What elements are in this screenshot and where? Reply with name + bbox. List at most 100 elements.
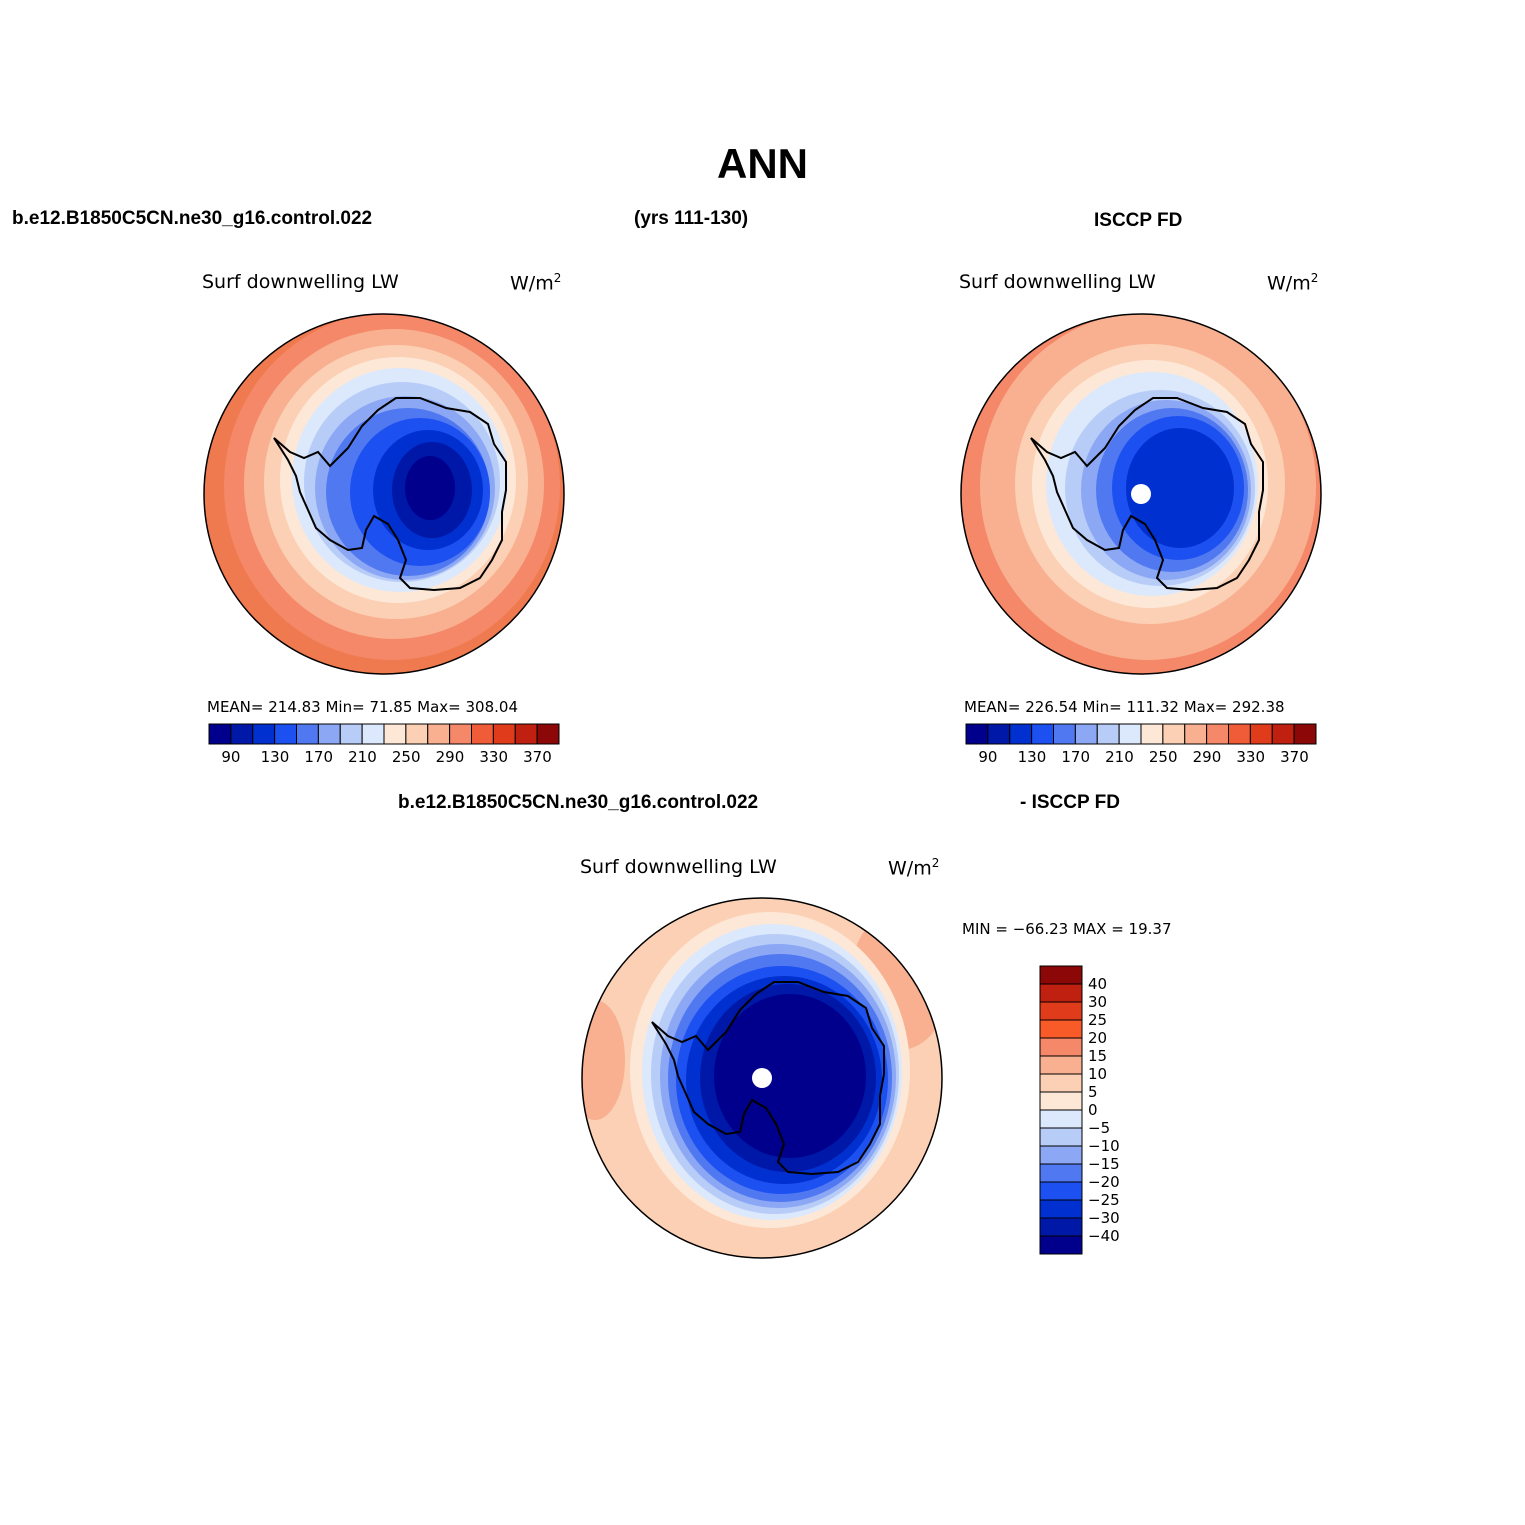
model-colorbar-tick-label: 250 [391,748,421,766]
obs-colorbar-tick-label: 370 [1280,748,1309,766]
model-colorbar-swatch [449,723,472,745]
diff-colorbar-swatch [1039,1037,1083,1057]
model-colorbar-swatch [383,723,407,745]
diff-colorbar-swatch [1039,1127,1083,1147]
model-colorbar-swatch [405,723,429,745]
diff-colorbar-swatch [1039,1055,1083,1075]
diff-colorbar-swatch [1039,1235,1083,1255]
model-colorbar-swatch [536,723,560,745]
diff-colorbar-swatch [1039,1109,1083,1129]
obs-colorbar-swatch [1096,723,1120,745]
diff-colorbar-tick-label: 5 [1088,1083,1098,1101]
diff-panel-units: W/m2 [888,856,940,880]
model-colorbar-swatch [471,723,494,745]
diff-colorbar [1039,965,1083,1255]
diff-colorbar-tick-label: 25 [1088,1011,1108,1029]
diff-colorbar-tick-label: −5 [1088,1119,1111,1137]
diff-colorbar-tick-label: −10 [1088,1137,1120,1155]
figure-title: ANN [717,140,808,187]
diff-colorbar-swatch [1039,1145,1083,1165]
obs-colorbar-swatch [1009,723,1033,745]
years-header: (yrs 111-130) [634,208,749,229]
model-colorbar-swatch [252,723,276,745]
obs-colorbar-labels: 90 130 170 210 250 290 330 370 [966,748,1316,768]
obs-colorbar-swatch [965,723,989,745]
obs-pole-hole [1131,484,1151,504]
diff-colorbar-tick-label: −20 [1088,1173,1120,1191]
diff-colorbar-swatch [1039,1091,1083,1111]
obs-colorbar [965,723,1317,745]
obs-colorbar-tick-label: 250 [1148,748,1178,766]
diff-antarctica-coast [651,981,885,1176]
diff-colorbar-tick-label: 15 [1088,1047,1108,1065]
obs-case-header: ISCCP FD [1094,210,1183,231]
diff-colorbar-tick-label: 20 [1088,1029,1108,1047]
obs-colorbar-swatch [1118,723,1142,745]
obs-colorbar-swatch [1031,723,1054,745]
diff-colorbar-tick-label: −15 [1088,1155,1120,1173]
model-colorbar-swatch [492,723,516,745]
diff-colorbar-tick-label: 0 [1088,1101,1098,1119]
model-panel-title: Surf downwelling LW [202,271,399,293]
model-colorbar-swatch [230,723,254,745]
model-colorbar-swatch [208,723,232,745]
diff-colorbar-swatch [1039,1001,1083,1021]
diff-colorbar-swatch [1039,965,1083,985]
obs-colorbar-swatch [1184,723,1208,745]
model-case-header: b.e12.B1850C5CN.ne30_g16.control.022 [12,208,373,229]
obs-colorbar-swatch [1053,723,1076,745]
model-colorbar-swatch [427,723,451,745]
diff-colorbar-tick-label: 10 [1088,1065,1108,1083]
obs-polar-map [961,314,1321,674]
obs-colorbar-tick-label: 90 [978,748,998,766]
model-colorbar-swatch [317,723,341,745]
diff-colorbar-tick-label: 30 [1088,993,1108,1011]
model-stats: MEAN= 214.83 Min= 71.85 Max= 308.04 [207,698,518,716]
model-colorbar-tick-label: 290 [435,748,465,766]
model-polar-map [204,314,564,674]
model-colorbar-swatch [514,723,538,745]
diff-colorbar-tick-label: −40 [1088,1227,1120,1245]
diff-map-border [581,897,943,1259]
obs-colorbar-tick-label: 210 [1105,748,1134,766]
diff-colorbar-swatch [1039,1181,1083,1201]
model-antarctica-coast [273,397,507,592]
obs-colorbar-tick-label: 330 [1236,748,1266,766]
model-panel-units: W/m2 [510,271,562,295]
diff-panel-title: Surf downwelling LW [580,856,777,878]
diff-ref-header: - ISCCP FD [1020,792,1120,813]
obs-panel-title: Surf downwelling LW [959,271,1156,293]
diff-stats: MIN = −66.23 MAX = 19.37 [962,920,1172,938]
diff-colorbar-labels: 40 30 25 20 15 10 5 0 −5 −10 −15 −20 −25 −30 −40 [1088,966,1148,1254]
diff-colorbar-swatch [1039,983,1083,1003]
diff-colorbar-swatch [1039,1217,1083,1237]
model-colorbar-tick-label: 370 [523,748,552,766]
model-map-border [203,313,565,675]
obs-colorbar-tick-label: 130 [1017,748,1047,766]
obs-colorbar-swatch [1074,723,1098,745]
obs-colorbar-swatch [1206,723,1229,745]
diff-colorbar-tick-label: 40 [1088,975,1108,993]
obs-stats: MEAN= 226.54 Min= 111.32 Max= 292.38 [964,698,1285,716]
diff-case-header: b.e12.B1850C5CN.ne30_g16.control.022 [398,792,759,813]
obs-colorbar-swatch [1249,723,1273,745]
model-colorbar-tick-label: 130 [260,748,290,766]
obs-colorbar-tick-label: 170 [1061,748,1091,766]
diff-colorbar-swatch [1039,1073,1083,1093]
obs-panel-units: W/m2 [1267,271,1319,295]
obs-colorbar-swatch [1140,723,1164,745]
diff-colorbar-tick-label: −30 [1088,1209,1120,1227]
diff-colorbar-swatch [1039,1163,1083,1183]
obs-colorbar-swatch [1271,723,1295,745]
obs-colorbar-swatch [1228,723,1251,745]
model-colorbar-swatch [361,723,385,745]
diff-colorbar-swatch [1039,1019,1083,1039]
model-colorbar-swatch [339,723,363,745]
model-colorbar-tick-label: 330 [479,748,509,766]
model-colorbar-tick-label: 90 [221,748,241,766]
diff-pole-hole [752,1068,772,1088]
diff-colorbar-swatch [1039,1199,1083,1219]
diff-colorbar-tick-label: −25 [1088,1191,1120,1209]
obs-colorbar-swatch [1162,723,1186,745]
